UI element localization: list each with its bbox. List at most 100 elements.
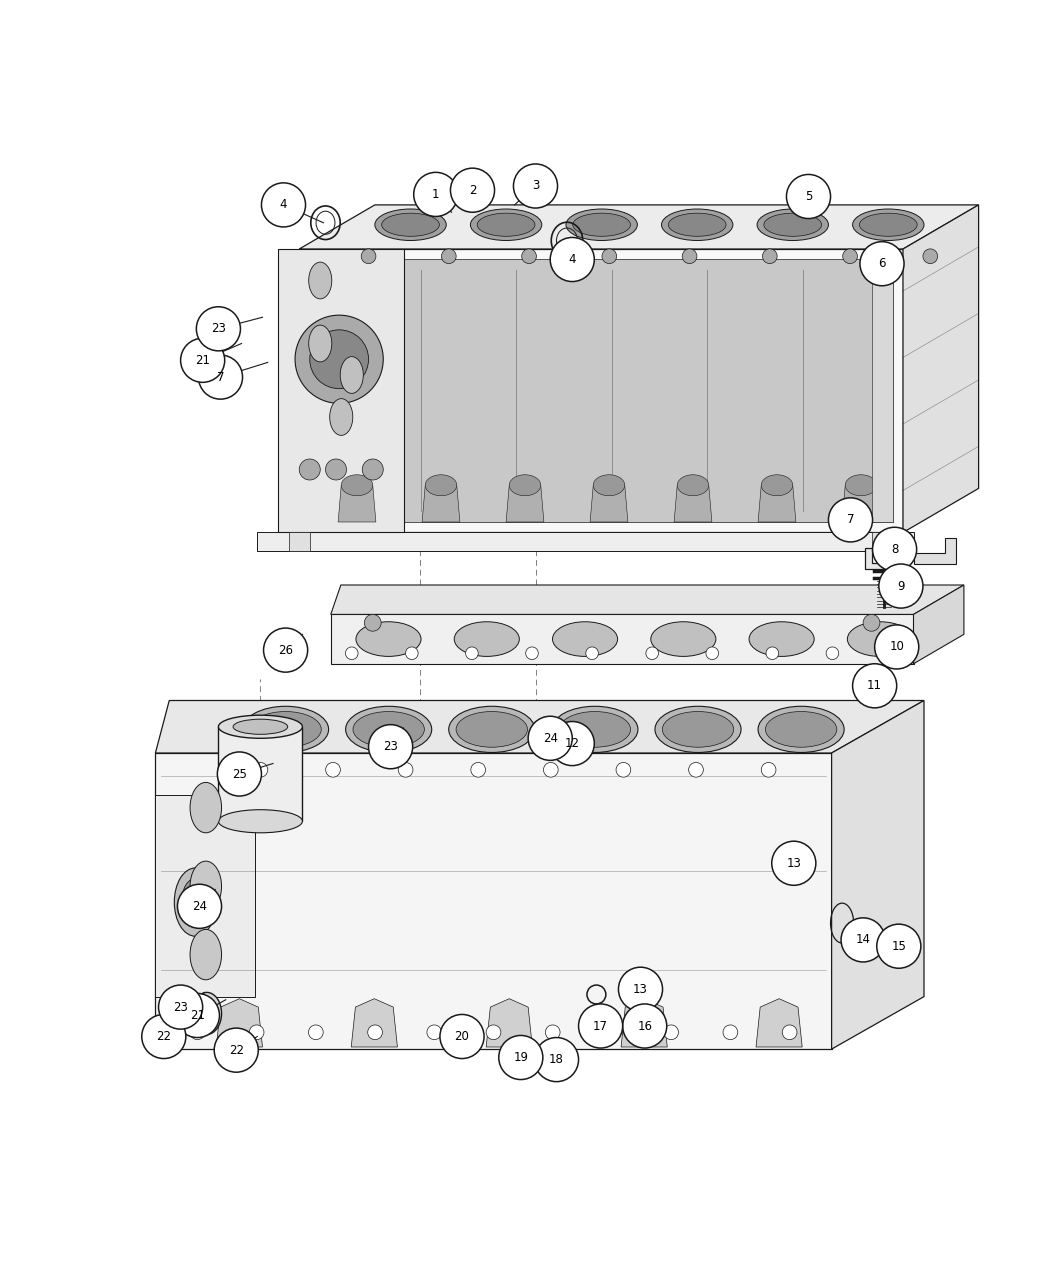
Text: 20: 20 — [455, 1030, 469, 1043]
Circle shape — [309, 1025, 323, 1039]
Polygon shape — [338, 486, 376, 521]
Ellipse shape — [566, 209, 637, 241]
Circle shape — [198, 354, 243, 399]
Ellipse shape — [190, 929, 222, 979]
Circle shape — [550, 237, 594, 282]
Ellipse shape — [341, 474, 373, 496]
Circle shape — [345, 646, 358, 659]
Ellipse shape — [182, 878, 209, 926]
Circle shape — [362, 459, 383, 479]
Ellipse shape — [853, 209, 924, 241]
Polygon shape — [872, 533, 892, 551]
Circle shape — [860, 242, 904, 286]
Circle shape — [828, 497, 873, 542]
Circle shape — [875, 625, 919, 669]
Circle shape — [369, 724, 413, 769]
Circle shape — [264, 629, 308, 672]
Ellipse shape — [309, 263, 332, 298]
Polygon shape — [674, 486, 712, 521]
Ellipse shape — [677, 474, 709, 496]
Circle shape — [544, 762, 559, 778]
Circle shape — [499, 1035, 543, 1080]
Circle shape — [841, 918, 885, 961]
Polygon shape — [621, 998, 668, 1047]
Circle shape — [886, 646, 899, 659]
Ellipse shape — [381, 213, 439, 236]
Circle shape — [398, 762, 413, 778]
Text: 2: 2 — [468, 184, 477, 196]
Text: 18: 18 — [549, 1053, 564, 1066]
Circle shape — [706, 646, 718, 659]
Text: 11: 11 — [867, 680, 882, 692]
Polygon shape — [218, 727, 302, 821]
Circle shape — [214, 1028, 258, 1072]
Polygon shape — [404, 260, 892, 521]
Polygon shape — [289, 533, 310, 551]
Circle shape — [605, 1025, 620, 1039]
Polygon shape — [758, 486, 796, 521]
Circle shape — [646, 646, 658, 659]
Ellipse shape — [845, 474, 877, 496]
Circle shape — [427, 1025, 442, 1039]
Polygon shape — [278, 249, 404, 533]
Circle shape — [299, 459, 320, 479]
Ellipse shape — [448, 706, 534, 752]
Text: 26: 26 — [278, 644, 293, 657]
Text: 23: 23 — [383, 741, 398, 754]
Ellipse shape — [190, 861, 222, 912]
Circle shape — [177, 885, 222, 928]
Ellipse shape — [758, 706, 844, 752]
Text: 13: 13 — [786, 857, 801, 870]
Polygon shape — [155, 796, 255, 997]
Ellipse shape — [764, 213, 822, 236]
Polygon shape — [422, 486, 460, 521]
Circle shape — [440, 1015, 484, 1058]
Circle shape — [364, 615, 381, 631]
Text: 19: 19 — [513, 1051, 528, 1065]
Ellipse shape — [174, 868, 216, 936]
Circle shape — [253, 762, 268, 778]
Text: 15: 15 — [891, 940, 906, 952]
Ellipse shape — [192, 992, 222, 1034]
Ellipse shape — [233, 719, 288, 734]
Circle shape — [682, 249, 697, 264]
Polygon shape — [865, 548, 899, 569]
Circle shape — [550, 722, 594, 765]
Polygon shape — [756, 998, 802, 1047]
Ellipse shape — [218, 715, 302, 738]
Ellipse shape — [860, 213, 918, 236]
Circle shape — [326, 762, 340, 778]
Ellipse shape — [749, 622, 814, 657]
Ellipse shape — [509, 474, 541, 496]
Ellipse shape — [330, 399, 353, 435]
Circle shape — [616, 762, 631, 778]
Text: 3: 3 — [531, 180, 540, 193]
Circle shape — [450, 168, 495, 212]
Circle shape — [873, 528, 917, 571]
Circle shape — [689, 762, 704, 778]
Ellipse shape — [345, 706, 432, 752]
Polygon shape — [278, 249, 903, 533]
Polygon shape — [903, 205, 979, 533]
Text: 6: 6 — [878, 258, 886, 270]
Circle shape — [522, 249, 537, 264]
Ellipse shape — [470, 209, 542, 241]
Ellipse shape — [651, 622, 716, 657]
Circle shape — [159, 986, 203, 1029]
Ellipse shape — [655, 706, 741, 752]
Ellipse shape — [218, 810, 302, 833]
Polygon shape — [216, 998, 262, 1047]
Circle shape — [623, 1003, 667, 1048]
Ellipse shape — [235, 1033, 256, 1057]
Polygon shape — [842, 486, 880, 521]
Circle shape — [368, 1025, 382, 1039]
Circle shape — [923, 249, 938, 264]
Circle shape — [602, 249, 616, 264]
Ellipse shape — [197, 998, 216, 1028]
Circle shape — [142, 1015, 186, 1058]
Ellipse shape — [243, 706, 329, 752]
Ellipse shape — [477, 213, 534, 236]
Circle shape — [190, 1025, 205, 1039]
Circle shape — [723, 1025, 738, 1039]
Circle shape — [772, 842, 816, 885]
